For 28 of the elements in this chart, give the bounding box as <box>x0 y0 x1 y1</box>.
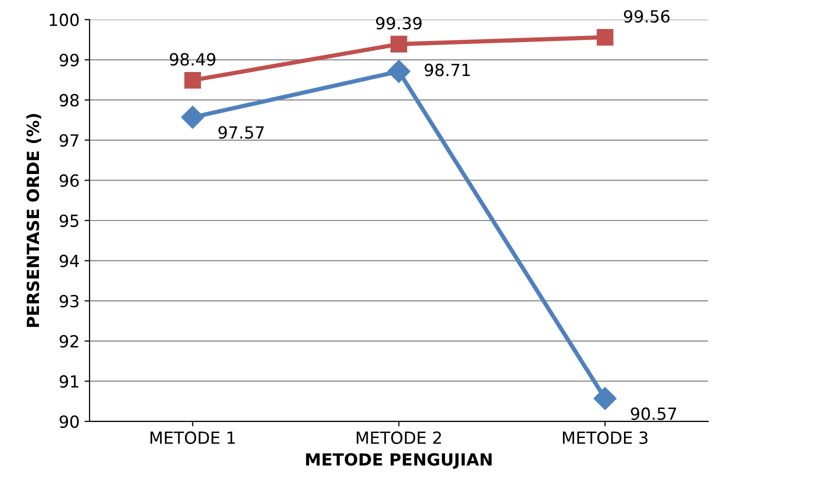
y-tick-label: 92 <box>60 335 78 348</box>
y-tick-label: 98 <box>60 94 79 107</box>
data-label: 98.49 <box>170 53 216 66</box>
x-tick-label: METODE 2 <box>356 431 441 444</box>
point <box>181 106 204 129</box>
point <box>387 60 410 83</box>
y-tick-label: 94 <box>60 254 79 268</box>
y-tick-label: 90 <box>60 415 79 428</box>
data-label: 99.39 <box>376 16 422 30</box>
point <box>390 36 408 52</box>
y-tick-label: 93 <box>60 294 78 308</box>
x-tick-label: METODE 3 <box>562 431 648 444</box>
x-axis-title: METODE PENGUJIAN <box>306 453 492 469</box>
y-tick-label: 95 <box>60 214 78 228</box>
y-tick-label: 91 <box>60 375 78 388</box>
y-tick-label: 96 <box>60 174 79 187</box>
point <box>184 72 201 89</box>
data-label: 90.57 <box>630 407 676 420</box>
data-label: 98.71 <box>424 64 470 76</box>
data-label: 99.56 <box>624 10 670 23</box>
y-axis-title: PERSENTASE ORDE (%) <box>26 114 42 327</box>
point <box>596 28 614 46</box>
y-tick-label: 97 <box>60 134 78 147</box>
x-tick-label: METODE 1 <box>150 431 235 444</box>
point <box>594 387 617 410</box>
y-tick-label: 99 <box>60 54 79 66</box>
data-label: 97.57 <box>218 126 264 139</box>
y-tick-label: 100 <box>50 14 79 26</box>
